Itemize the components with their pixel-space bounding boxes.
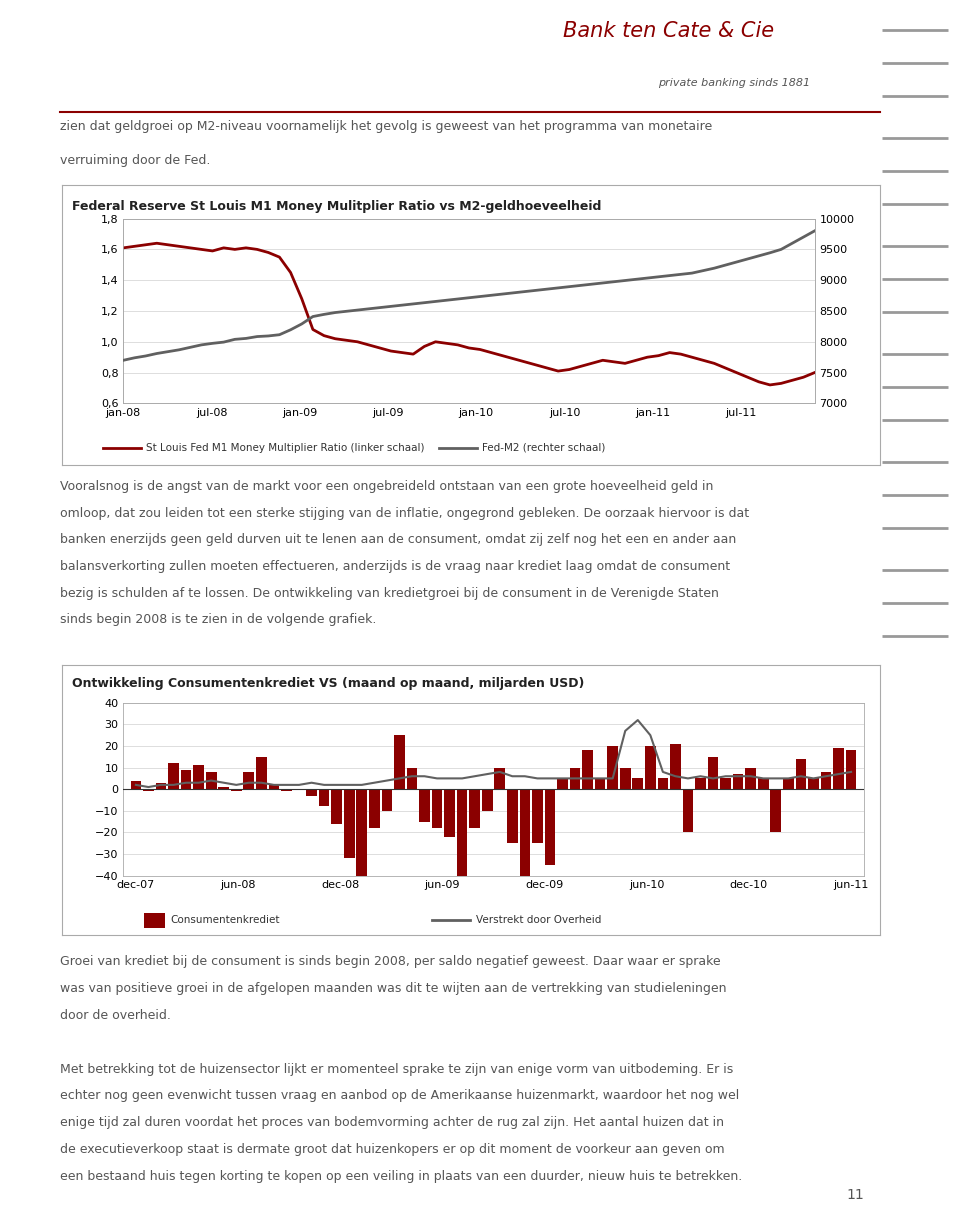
Bar — [745, 768, 756, 789]
Bar — [469, 789, 480, 828]
Bar — [180, 769, 191, 789]
Bar — [608, 746, 618, 789]
Bar — [732, 774, 743, 789]
Bar — [131, 780, 141, 789]
Bar — [796, 760, 806, 789]
Text: balansverkorting zullen moeten effectueren, anderzijds is de vraag naar krediet : balansverkorting zullen moeten effectuer… — [60, 560, 731, 573]
Bar — [381, 789, 393, 811]
Bar — [519, 789, 530, 876]
Bar — [783, 778, 794, 789]
Bar — [269, 785, 279, 789]
Bar — [557, 778, 567, 789]
Bar — [833, 748, 844, 789]
Bar — [193, 766, 204, 789]
Text: sinds begin 2008 is te zien in de volgende grafiek.: sinds begin 2008 is te zien in de volgen… — [60, 614, 376, 626]
Text: de executieverkoop staat is dermate groot dat huizenkopers er op dit moment de v: de executieverkoop staat is dermate groo… — [60, 1144, 725, 1156]
Bar — [595, 778, 606, 789]
Bar — [143, 789, 154, 791]
Text: bezig is schulden af te lossen. De ontwikkeling van kredietgroei bij de consumen: bezig is schulden af te lossen. De ontwi… — [60, 587, 719, 600]
Text: Consumentenkrediet: Consumentenkrediet — [171, 915, 280, 925]
Text: door de overheid.: door de overheid. — [60, 1009, 171, 1022]
Bar — [306, 789, 317, 795]
Text: omloop, dat zou leiden tot een sterke stijging van de inflatie, ongegrond geblek: omloop, dat zou leiden tot een sterke st… — [60, 507, 749, 520]
Text: echter nog geen evenwicht tussen vraag en aanbod op de Amerikaanse huizenmarkt, : echter nog geen evenwicht tussen vraag e… — [60, 1090, 739, 1102]
Bar — [432, 789, 443, 828]
Bar — [670, 744, 681, 789]
Bar — [420, 789, 430, 822]
Bar — [218, 787, 229, 789]
Text: enige tijd zal duren voordat het proces van bodemvorming achter de rug zal zijn.: enige tijd zal duren voordat het proces … — [60, 1117, 724, 1129]
Bar — [231, 789, 242, 791]
Bar — [205, 772, 217, 789]
Bar — [494, 768, 505, 789]
Bar — [457, 789, 468, 876]
Bar — [344, 789, 354, 859]
Text: St Louis Fed M1 Money Multiplier Ratio (linker schaal): St Louis Fed M1 Money Multiplier Ratio (… — [146, 443, 424, 453]
Text: Vooralsnog is de angst van de markt voor een ongebreideld ontstaan van een grote: Vooralsnog is de angst van de markt voor… — [60, 480, 713, 493]
Text: Bank ten Cate & Cie: Bank ten Cate & Cie — [564, 21, 775, 40]
Bar — [569, 768, 581, 789]
Bar — [658, 778, 668, 789]
Bar — [544, 789, 555, 865]
Bar — [444, 789, 455, 837]
Bar — [532, 789, 542, 843]
Bar — [583, 751, 593, 789]
Bar — [331, 789, 342, 823]
Bar — [846, 751, 856, 789]
Text: Groei van krediet bij de consument is sinds begin 2008, per saldo negatief gewee: Groei van krediet bij de consument is si… — [60, 955, 721, 968]
Bar — [369, 789, 379, 828]
Bar — [620, 768, 631, 789]
Text: Verstrekt door Overheid: Verstrekt door Overheid — [476, 915, 601, 925]
Bar — [695, 778, 706, 789]
Bar — [407, 768, 418, 789]
Bar — [821, 772, 831, 789]
Bar — [244, 772, 254, 789]
Bar — [507, 789, 517, 843]
Bar — [720, 778, 731, 789]
Bar — [156, 783, 166, 789]
Text: 11: 11 — [846, 1188, 864, 1202]
Bar — [281, 789, 292, 791]
Text: een bestaand huis tegen korting te kopen op een veiling in plaats van een duurde: een bestaand huis tegen korting te kopen… — [60, 1171, 742, 1183]
Bar — [482, 789, 492, 811]
Bar — [708, 757, 718, 789]
Text: zien dat geldgroei op M2-niveau voornamelijk het gevolg is geweest van het progr: zien dat geldgroei op M2-niveau voorname… — [60, 120, 712, 133]
Text: private banking sinds 1881: private banking sinds 1881 — [658, 77, 809, 87]
Text: Met betrekking tot de huizensector lijkt er momenteel sprake te zijn van enige v: Met betrekking tot de huizensector lijkt… — [60, 1063, 733, 1076]
Bar — [683, 789, 693, 832]
Text: was van positieve groei in de afgelopen maanden was dit te wijten aan de vertrek: was van positieve groei in de afgelopen … — [60, 982, 727, 995]
Text: verruiming door de Fed.: verruiming door de Fed. — [60, 155, 210, 167]
Bar — [356, 789, 367, 876]
Bar — [771, 789, 781, 832]
Bar — [168, 763, 179, 789]
Text: Ontwikkeling Consumentenkrediet VS (maand op maand, miljarden USD): Ontwikkeling Consumentenkrediet VS (maan… — [72, 677, 584, 691]
Text: Fed-M2 (rechter schaal): Fed-M2 (rechter schaal) — [482, 443, 606, 453]
Bar — [808, 778, 819, 789]
Text: Federal Reserve St Louis M1 Money Mulitplier Ratio vs M2-geldhoeveelheid: Federal Reserve St Louis M1 Money Mulitp… — [72, 200, 601, 212]
Bar — [645, 746, 656, 789]
Bar — [319, 789, 329, 806]
Bar — [256, 757, 267, 789]
Bar — [758, 778, 769, 789]
Bar — [633, 778, 643, 789]
Bar — [394, 735, 405, 789]
Text: banken enerzijds geen geld durven uit te lenen aan de consument, omdat zij zelf : banken enerzijds geen geld durven uit te… — [60, 534, 736, 546]
